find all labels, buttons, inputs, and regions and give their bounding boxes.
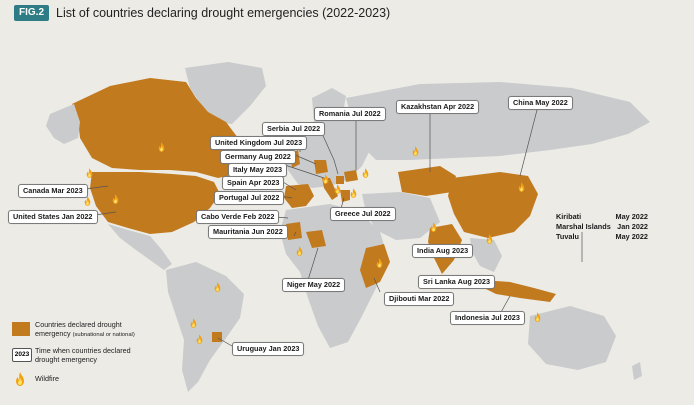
world-map: Canada Mar 2023 United States Jan 2022 U… (0, 26, 694, 405)
legend-drought-text: Countries declared drought emergency (su… (35, 320, 135, 339)
horn-of-africa-land (360, 244, 390, 288)
callout-romania: Romania Jul 2022 (314, 107, 386, 121)
wildfire-icon (86, 168, 93, 178)
serbia-land (336, 176, 344, 184)
pacific-row-tuvalu: Tuvalu May 2022 (556, 232, 648, 242)
callout-spain: Spain Apr 2023 (222, 176, 285, 190)
year-badge: 2023 (12, 348, 32, 362)
callout-djibouti: Djibouti Mar 2022 (384, 292, 455, 306)
map-legend: Countries declared drought emergency (su… (12, 320, 182, 398)
wildfire-icon (16, 372, 24, 386)
drought-swatch (12, 322, 30, 336)
wildfire-icon (534, 312, 541, 322)
wildfire-icon (350, 188, 357, 198)
callout-serbia: Serbia Jul 2022 (262, 122, 326, 136)
legend-year-text: Time when countries declared drought eme… (35, 346, 131, 364)
uruguay-land (212, 332, 222, 342)
callout-niger: Niger May 2022 (282, 278, 346, 292)
callout-germany: Germany Aug 2022 (220, 150, 296, 164)
greece-land (340, 190, 350, 202)
germany-land (314, 160, 328, 174)
australia-land (528, 306, 616, 370)
africa-land (280, 204, 388, 348)
greenland-land (185, 62, 266, 124)
figure-badge: FIG.2 (14, 5, 50, 21)
legend-year: 2023 Time when countries declared drough… (12, 346, 182, 372)
callout-pacific-islands: Kiribati May 2022 Marshal Islands Jan 2022… (556, 212, 648, 242)
callout-portugal: Portugal Jul 2022 (214, 191, 285, 205)
figure-header: FIG.2 List of countries declaring drough… (0, 0, 694, 26)
pacific-country: Tuvalu (556, 232, 579, 241)
indonesia-land (480, 280, 556, 302)
callout-united-kingdom: United Kingdom Jul 2023 (210, 136, 308, 150)
callout-cabo-verde: Cabo Verde Feb 2022 (196, 210, 280, 224)
south-america-land (166, 262, 244, 392)
figure-title: List of countries declaring drought emer… (56, 6, 391, 20)
legend-drought: Countries declared drought emergency (su… (12, 320, 182, 346)
pacific-date: May 2022 (615, 212, 648, 221)
legend-wildfire: Wildfire (12, 372, 182, 398)
pacific-row-marshall: Marshal Islands Jan 2022 (556, 222, 648, 232)
leader-lines (85, 105, 583, 347)
pacific-date: Jan 2022 (617, 222, 648, 231)
callout-sri-lanka: Sri Lanka Aug 2023 (418, 275, 496, 289)
pacific-country: Marshal Islands (556, 222, 611, 231)
kazakhstan-land (398, 166, 456, 196)
legend-year-label: Time when countries declared (35, 346, 131, 355)
middle-east-land (362, 192, 440, 240)
mauritania-land (286, 222, 302, 240)
callout-united-states: United States Jan 2022 (8, 210, 98, 224)
wildfire-icon (362, 168, 369, 178)
pacific-country: Kiribati (556, 212, 582, 221)
wildfire-icon (334, 184, 341, 194)
southeast-asia-land (470, 238, 502, 272)
romania-land (344, 170, 358, 182)
russia-land (346, 82, 650, 160)
callout-indonesia: Indonesia Jul 2023 (450, 311, 525, 325)
map-canvas (46, 62, 650, 392)
pacific-row-kiribati: Kiribati May 2022 (556, 212, 648, 222)
legend-wildfire-label: Wildfire (35, 374, 59, 383)
new-zealand-land (632, 362, 642, 380)
callout-india: India Aug 2023 (412, 244, 474, 258)
legend-drought-sub: (subnational or national) (72, 331, 135, 338)
canada-land (72, 78, 244, 178)
mexico-land (108, 224, 172, 270)
united-states-land (90, 172, 220, 234)
pacific-date: May 2022 (615, 232, 648, 241)
callout-uruguay: Uruguay Jan 2023 (232, 342, 305, 356)
callout-canada: Canada Mar 2023 (18, 184, 88, 198)
china-land (448, 172, 538, 238)
niger-land (306, 230, 326, 248)
legend-drought-label-2: emergency (35, 328, 71, 338)
legend-drought-label: Countries declared drought (35, 320, 122, 329)
callout-italy: Italy May 2023 (228, 163, 288, 177)
alaska-land (46, 104, 80, 144)
legend-year-label-2: drought emergency (35, 354, 97, 364)
callout-china: China May 2022 (508, 96, 573, 110)
callout-greece: Greece Jul 2022 (330, 207, 396, 221)
callout-mauritania: Mauritania Jun 2022 (208, 225, 288, 239)
iberia-land (284, 184, 314, 208)
callout-kazakhstan: Kazakhstan Apr 2022 (396, 100, 480, 114)
